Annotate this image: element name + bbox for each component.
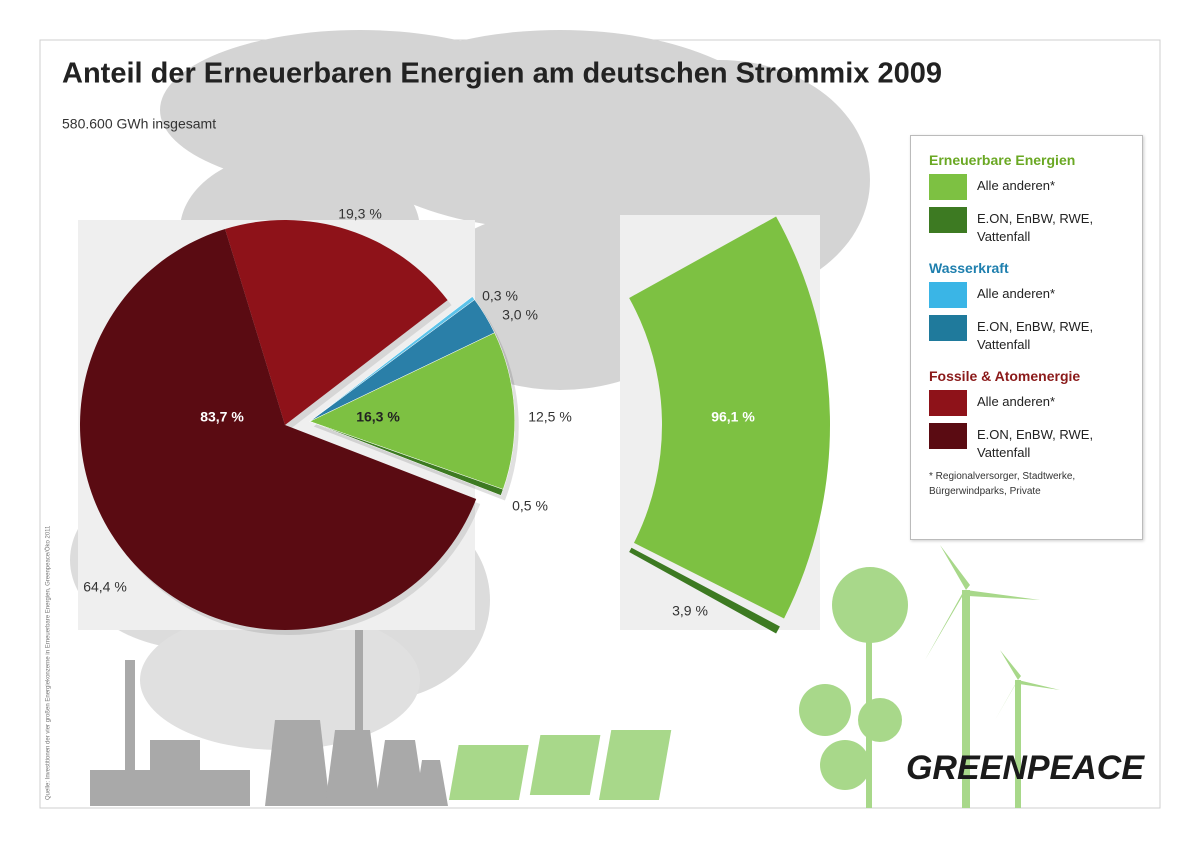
pie-slice	[225, 220, 448, 425]
legend-label: Alle anderen*	[977, 178, 1056, 193]
legend-swatch	[929, 423, 967, 449]
legend: Erneuerbare Energien Alle anderen* E.ON, E…	[910, 135, 1143, 540]
value-label: 64,4 %	[83, 579, 127, 595]
legend-item: Alle anderen*	[929, 174, 1132, 200]
legend-item: E.ON, EnBW, RWE, Vattenfall	[929, 423, 1132, 462]
pie-slice	[309, 421, 504, 496]
value-label: 0,3 %	[482, 288, 518, 304]
legend-label: E.ON, EnBW, RWE, Vattenfall	[977, 319, 1094, 352]
legend-group-title: Wasserkraft	[929, 260, 1009, 276]
renewables-illustration	[448, 545, 1060, 808]
subtitle: 580.600 GWh insgesamt	[62, 116, 216, 132]
pie-slice	[79, 228, 477, 630]
legend-swatch	[929, 207, 967, 233]
legend-item: E.ON, EnBW, RWE, Vattenfall	[929, 315, 1132, 354]
value-label: 19,3 %	[338, 206, 382, 222]
value-label: 96,1 %	[711, 409, 755, 425]
power-plant	[90, 600, 448, 806]
title: Anteil der Erneuerbaren Energien am deut…	[62, 58, 942, 90]
legend-label: E.ON, EnBW, RWE, Vattenfall	[977, 427, 1094, 460]
legend-swatch	[929, 390, 967, 416]
legend-footnote: * Regionalversorger, Stadtwerke, Bürgerw…	[929, 471, 1076, 497]
legend-group-title: Fossile & Atomenergie	[929, 368, 1081, 384]
group-label: 16,3 %	[356, 409, 400, 425]
source: Quelle: Investitionen der vier großen En…	[45, 525, 52, 800]
legend-label: Alle anderen*	[977, 286, 1056, 301]
bar-segment	[629, 547, 780, 634]
legend-swatch	[929, 315, 967, 341]
legend-group-title: Erneuerbare Energien	[929, 152, 1076, 168]
logo: GREENPEACE	[906, 749, 1145, 787]
group-label: 83,7 %	[200, 409, 244, 425]
bar-segment	[629, 216, 831, 619]
value-label: 12,5 %	[528, 409, 572, 425]
legend-item: E.ON, EnBW, RWE, Vattenfall	[929, 207, 1132, 246]
legend-item: Alle anderen*	[929, 390, 1132, 416]
value-label: 3,9 %	[672, 603, 708, 619]
legend-label: E.ON, EnBW, RWE, Vattenfall	[977, 211, 1094, 244]
value-label: 3,0 %	[502, 307, 538, 323]
value-label: 0,5 %	[512, 498, 548, 514]
legend-label: Alle anderen*	[977, 394, 1056, 409]
legend-swatch	[929, 174, 967, 200]
legend-item: Alle anderen*	[929, 282, 1132, 308]
legend-swatch	[929, 282, 967, 308]
pie-slice	[309, 332, 515, 490]
